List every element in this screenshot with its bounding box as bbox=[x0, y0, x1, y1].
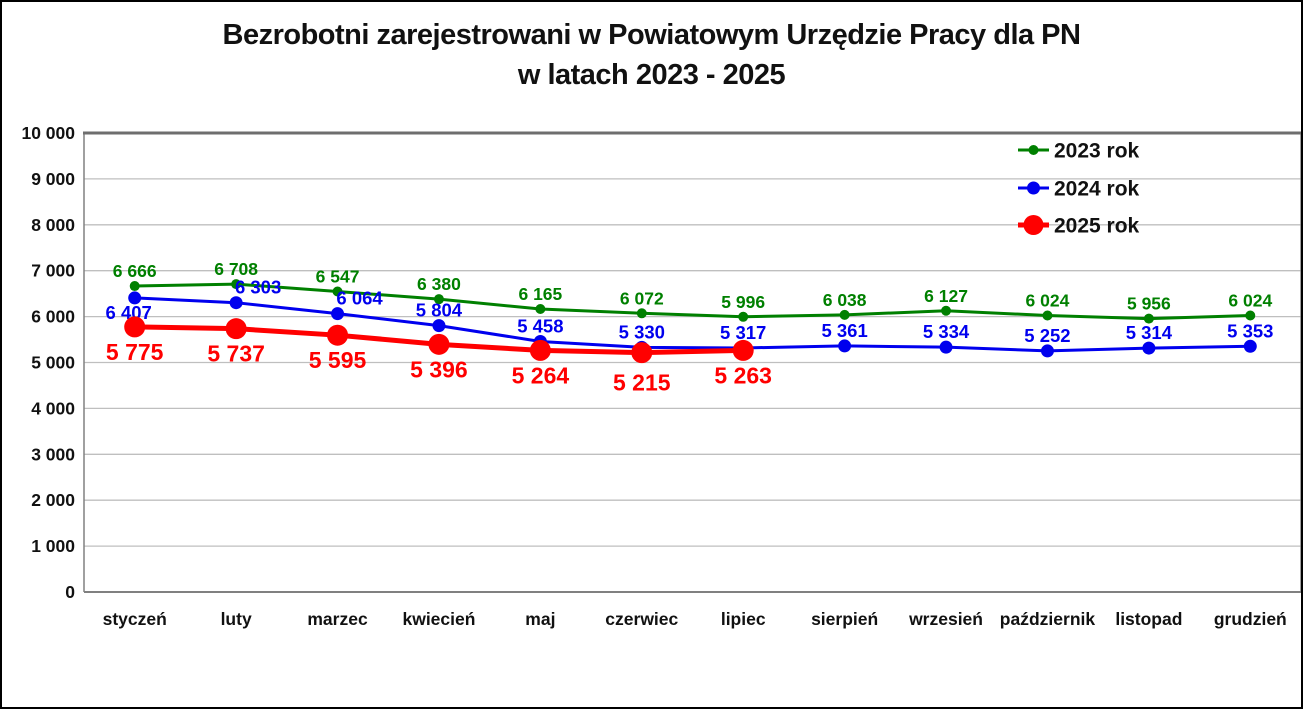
data-point-marker bbox=[1143, 313, 1154, 324]
data-point-marker bbox=[331, 307, 345, 321]
data-point-marker bbox=[1142, 341, 1156, 355]
y-axis-label: 10 000 bbox=[21, 123, 75, 143]
chart-title-line2: w latach 2023 - 2025 bbox=[517, 59, 786, 91]
x-axis-label: styczeń bbox=[103, 609, 167, 629]
y-axis-label: 9 000 bbox=[31, 169, 75, 189]
data-label: 5 263 bbox=[714, 362, 772, 388]
chart-title-line1: Bezrobotni zarejestrowani w Powiatowym U… bbox=[222, 19, 1081, 51]
data-label: 5 215 bbox=[613, 370, 671, 396]
data-label: 6 038 bbox=[823, 290, 867, 310]
legend-marker-swatch bbox=[1023, 215, 1044, 235]
legend-item-2023-rok: 2023 rok bbox=[1018, 140, 1140, 163]
data-point-marker bbox=[838, 339, 852, 353]
data-point-marker bbox=[839, 309, 850, 320]
data-label: 5 804 bbox=[416, 300, 463, 321]
data-label: 5 314 bbox=[1126, 322, 1173, 343]
data-point-marker bbox=[124, 316, 146, 338]
data-label: 5 317 bbox=[720, 322, 766, 343]
data-label: 6 666 bbox=[113, 261, 157, 281]
data-point-marker bbox=[433, 294, 444, 305]
data-label: 5 334 bbox=[923, 321, 970, 342]
data-point-marker bbox=[1042, 310, 1053, 321]
data-point-marker bbox=[129, 281, 140, 292]
data-label: 6 407 bbox=[106, 302, 152, 323]
legend-label: 2023 rok bbox=[1054, 140, 1140, 163]
legend-marker-swatch bbox=[1028, 145, 1039, 155]
x-axis-label: czerwiec bbox=[605, 609, 678, 629]
data-label: 6 380 bbox=[417, 274, 461, 294]
y-axis-label: 8 000 bbox=[31, 215, 75, 235]
data-point-marker bbox=[941, 305, 952, 316]
x-axis-label: luty bbox=[221, 609, 252, 629]
y-axis-label: 0 bbox=[65, 582, 75, 602]
data-point-marker bbox=[231, 279, 242, 290]
data-point-marker bbox=[128, 291, 142, 305]
series-line-2024-rok bbox=[133, 296, 1252, 353]
data-label: 6 547 bbox=[316, 266, 360, 286]
data-point-marker bbox=[529, 339, 551, 361]
data-label: 5 595 bbox=[309, 347, 367, 373]
x-axis-label: grudzień bbox=[1214, 609, 1287, 629]
data-label: 6 708 bbox=[214, 259, 258, 279]
data-point-marker bbox=[229, 296, 243, 310]
data-point-marker bbox=[631, 342, 653, 364]
data-label: 5 353 bbox=[1227, 320, 1273, 341]
data-label: 5 252 bbox=[1024, 325, 1070, 346]
data-point-marker bbox=[1040, 344, 1054, 358]
data-label: 5 956 bbox=[1127, 294, 1171, 314]
data-label: 6 064 bbox=[336, 288, 383, 309]
legend-item-2025-rok: 2025 rok bbox=[1018, 215, 1140, 238]
y-axis-label: 7 000 bbox=[31, 261, 75, 281]
x-axis-label: maj bbox=[525, 609, 555, 629]
x-axis-label: listopad bbox=[1115, 609, 1182, 629]
data-point-marker bbox=[1243, 339, 1257, 353]
series-line-2023-rok bbox=[133, 282, 1252, 321]
data-label: 6 072 bbox=[620, 288, 664, 308]
y-axis-label: 6 000 bbox=[31, 307, 75, 327]
data-label: 5 361 bbox=[821, 320, 867, 341]
data-label: 5 775 bbox=[106, 339, 164, 365]
data-point-marker bbox=[732, 339, 754, 361]
data-label: 5 737 bbox=[207, 341, 265, 367]
x-axis-label: lipiec bbox=[721, 609, 766, 629]
y-axis-label: 5 000 bbox=[31, 353, 75, 373]
data-point-marker bbox=[225, 318, 247, 340]
legend-item-2024-rok: 2024 rok bbox=[1018, 178, 1140, 201]
legend-label: 2024 rok bbox=[1054, 178, 1140, 201]
data-label: 6 024 bbox=[1026, 290, 1070, 310]
data-label: 5 330 bbox=[619, 321, 665, 342]
data-label: 5 996 bbox=[721, 292, 765, 312]
data-point-marker bbox=[1245, 310, 1256, 321]
data-point-marker bbox=[535, 304, 546, 315]
data-point-marker bbox=[939, 340, 953, 354]
data-label: 6 024 bbox=[1228, 290, 1272, 310]
data-label: 5 458 bbox=[517, 315, 563, 336]
data-label: 5 264 bbox=[512, 362, 570, 388]
data-point-marker bbox=[327, 324, 349, 346]
data-label: 6 127 bbox=[924, 286, 968, 306]
x-axis-label: sierpień bbox=[811, 609, 878, 629]
data-point-marker bbox=[636, 308, 647, 319]
x-axis-label: wrzesień bbox=[908, 609, 983, 629]
legend-label: 2025 rok bbox=[1054, 215, 1140, 238]
y-axis-label: 1 000 bbox=[31, 536, 75, 556]
x-axis-label: październik bbox=[1000, 609, 1096, 629]
data-point-marker bbox=[432, 319, 446, 333]
y-axis-label: 2 000 bbox=[31, 490, 75, 510]
y-axis-label: 4 000 bbox=[31, 398, 75, 418]
x-axis-label: marzec bbox=[307, 609, 368, 629]
data-label: 5 396 bbox=[410, 356, 468, 382]
data-label: 6 303 bbox=[235, 277, 281, 298]
data-label: 6 165 bbox=[518, 284, 562, 304]
chart-title: Bezrobotni zarejestrowani w Powiatowym U… bbox=[2, 15, 1301, 95]
y-axis-label: 3 000 bbox=[31, 444, 75, 464]
data-point-marker bbox=[332, 286, 343, 297]
data-point-marker bbox=[738, 311, 749, 322]
data-point-marker bbox=[428, 333, 450, 355]
legend-marker-swatch bbox=[1027, 181, 1040, 195]
x-axis-label: kwiecień bbox=[402, 609, 475, 629]
